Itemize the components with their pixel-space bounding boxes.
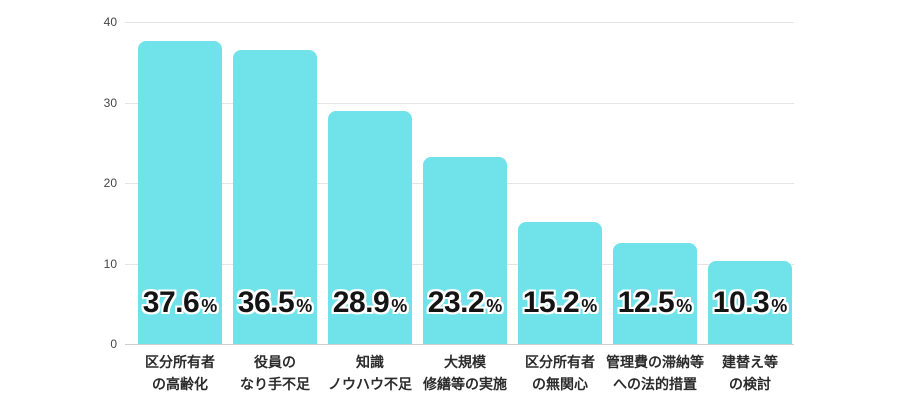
- bar: 15.2%: [518, 221, 602, 344]
- category-label: 役員の なり手不足: [240, 354, 310, 392]
- y-axis-tick-label: 0: [110, 337, 117, 351]
- bar-value-number: 15.2: [522, 286, 580, 319]
- bar-value-unit: %: [581, 296, 598, 316]
- bar-value-unit: %: [486, 296, 503, 316]
- category-label: 区分所有者 の無関心: [525, 354, 595, 392]
- bars-row: 37.6% 36.5% 28.9% 23.2% 15.2% 12.5% 10.3…: [138, 22, 792, 344]
- plot-area: 37.6% 36.5% 28.9% 23.2% 15.2% 12.5% 10.3…: [125, 22, 794, 345]
- y-axis-tick-label: 40: [103, 15, 117, 29]
- bar-value-label: 36.5%: [223, 286, 327, 320]
- bar-value-number: 36.5: [237, 286, 295, 319]
- y-axis-tick-label: 20: [103, 176, 117, 190]
- bar-value-label: 15.2%: [508, 286, 612, 320]
- bar: 12.5%: [613, 243, 697, 344]
- y-axis-tick-label: 30: [103, 96, 117, 110]
- y-axis-tick-label: 10: [103, 257, 117, 271]
- category-label: 管理費の滞納等 への法的措置: [606, 354, 704, 392]
- category-label: 区分所有者 の高齢化: [145, 354, 215, 392]
- bar: 36.5%: [233, 50, 317, 344]
- bar-value-number: 12.5: [617, 286, 675, 319]
- bar-value-label: 12.5%: [603, 286, 707, 320]
- bar-value-number: 23.2: [427, 286, 485, 319]
- category-label: 知識 ノウハウ不足: [328, 354, 412, 392]
- bar-value-unit: %: [296, 296, 313, 316]
- category-label: 大規模 修繕等の実施: [423, 354, 507, 392]
- category-label: 建替え等 の検討: [722, 354, 778, 392]
- bar: 28.9%: [328, 111, 412, 344]
- bar-value-number: 28.9: [332, 286, 390, 319]
- bar-value-unit: %: [391, 296, 408, 316]
- bar-value-unit: %: [676, 296, 693, 316]
- bar-value-number: 10.3: [712, 286, 770, 319]
- bar: 23.2%: [423, 157, 507, 344]
- bar-value-unit: %: [201, 296, 218, 316]
- bar-value-label: 28.9%: [318, 286, 422, 320]
- gridline: [125, 344, 794, 345]
- gridline: [125, 102, 794, 104]
- bar-value-label: 10.3%: [698, 286, 802, 320]
- bar: 10.3%: [708, 261, 792, 344]
- bar-value-unit: %: [771, 296, 788, 316]
- bar-value-label: 37.6%: [128, 286, 232, 320]
- gridline: [125, 22, 794, 23]
- bar-value-label: 23.2%: [413, 286, 517, 320]
- bar: 37.6%: [138, 41, 222, 344]
- bar-value-number: 37.6: [142, 286, 200, 319]
